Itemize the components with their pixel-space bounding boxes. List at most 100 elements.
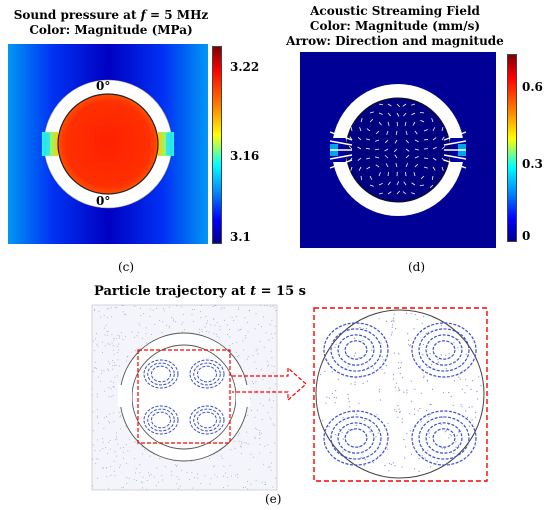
particle-dot [91,394,93,396]
jet-arrow [329,154,353,160]
particle-dot [439,416,441,418]
particle-dot [267,360,269,362]
particle-dot [97,477,99,479]
particle-dot [428,416,430,418]
particle-dot [178,478,180,480]
particle-dot [246,442,247,444]
particle-dot [401,466,403,468]
particle-dot [116,438,118,440]
particle-dot [235,315,237,317]
particle-dot [99,450,101,452]
particle-dot [438,361,440,363]
particle-dot [118,343,120,345]
particle-dot [250,453,252,455]
particle-dot [97,415,98,417]
streaming-arrow [402,103,407,107]
jet-arrow [329,131,353,141]
particle-dot [96,396,98,398]
streaming-arrow [378,192,383,195]
streaming-arrow [432,146,437,150]
particle-dot [111,396,113,398]
particle-dot [273,366,275,367]
particle-dot [182,331,184,333]
particle-dot [223,487,224,488]
particle-dot [239,445,241,447]
particle-dot [199,331,200,333]
streaming-arrow [387,181,391,186]
particle-dot [444,448,446,450]
streaming-arrow [432,127,436,132]
particle-dot [92,340,94,342]
particle-dot [427,331,429,333]
particle-dot [97,345,99,347]
panel-c-title-prefix: Sound pressure at [13,8,141,22]
particle-dot [244,442,246,443]
particle-dot [354,381,356,383]
particle-dot [470,388,472,391]
particle-dot [109,448,111,450]
particle-dot [466,416,469,419]
particle-dot [231,475,232,477]
particle-dot [216,322,218,324]
particle-dot [269,417,271,419]
trajectory-vortex [193,408,221,432]
sound-pressure-plot [8,44,208,244]
particle-dot [213,318,215,320]
particle-dot [121,332,122,334]
particle-dot [155,307,157,309]
particle-dot [104,390,106,392]
particle-dot [102,341,104,343]
streaming-arrow [387,112,392,117]
particle-dot [234,440,236,442]
streaming-arrow [414,148,419,151]
streaming-arrow [369,118,374,123]
particle-dot [176,483,178,485]
particle-dot [272,400,274,402]
particle-dot [205,316,207,318]
particle-dot [254,427,256,429]
particle-dot [255,381,257,383]
particle-dot [255,313,257,315]
particle-dot [364,459,367,461]
particle-dot [360,375,363,377]
particle-dot [96,343,98,345]
particle-dot [145,327,147,329]
particle-dot [247,414,249,416]
particle-dot [96,368,98,370]
trajectory-vortex [432,428,456,448]
particle-dot [398,353,400,355]
particle-dot [116,306,118,308]
particle-dot [260,433,262,434]
particle-dot [271,365,273,367]
particle-dot [197,473,198,475]
particle-dot [457,444,459,446]
particle-dot [110,388,112,390]
particle-dot [94,310,96,311]
particle-dot [262,405,264,407]
trajectory-vortex [418,416,470,460]
particle-dot [409,430,411,432]
particle-dot [110,466,112,468]
particle-dot [230,449,232,451]
particle-dot [176,305,178,307]
particle-dot [94,308,96,310]
particle-dot [263,463,264,465]
particle-dot [206,330,208,332]
particle-dot [271,337,273,339]
particle-dot [222,475,224,477]
particle-dot [378,428,380,430]
particle-dot [220,455,222,457]
particle-dot [162,479,164,481]
particle-dot [335,343,337,345]
streaming-arrow [431,175,434,181]
particle-dot [107,368,109,370]
particle-dot [121,487,123,489]
particle-dot [333,396,335,399]
streaming-arrow [387,171,389,177]
particle-dot [458,376,460,378]
particle-dot [226,324,228,326]
particle-dot [113,354,115,356]
particle-dot [326,396,328,398]
particle-dot [137,332,139,333]
particle-dot [422,354,424,356]
